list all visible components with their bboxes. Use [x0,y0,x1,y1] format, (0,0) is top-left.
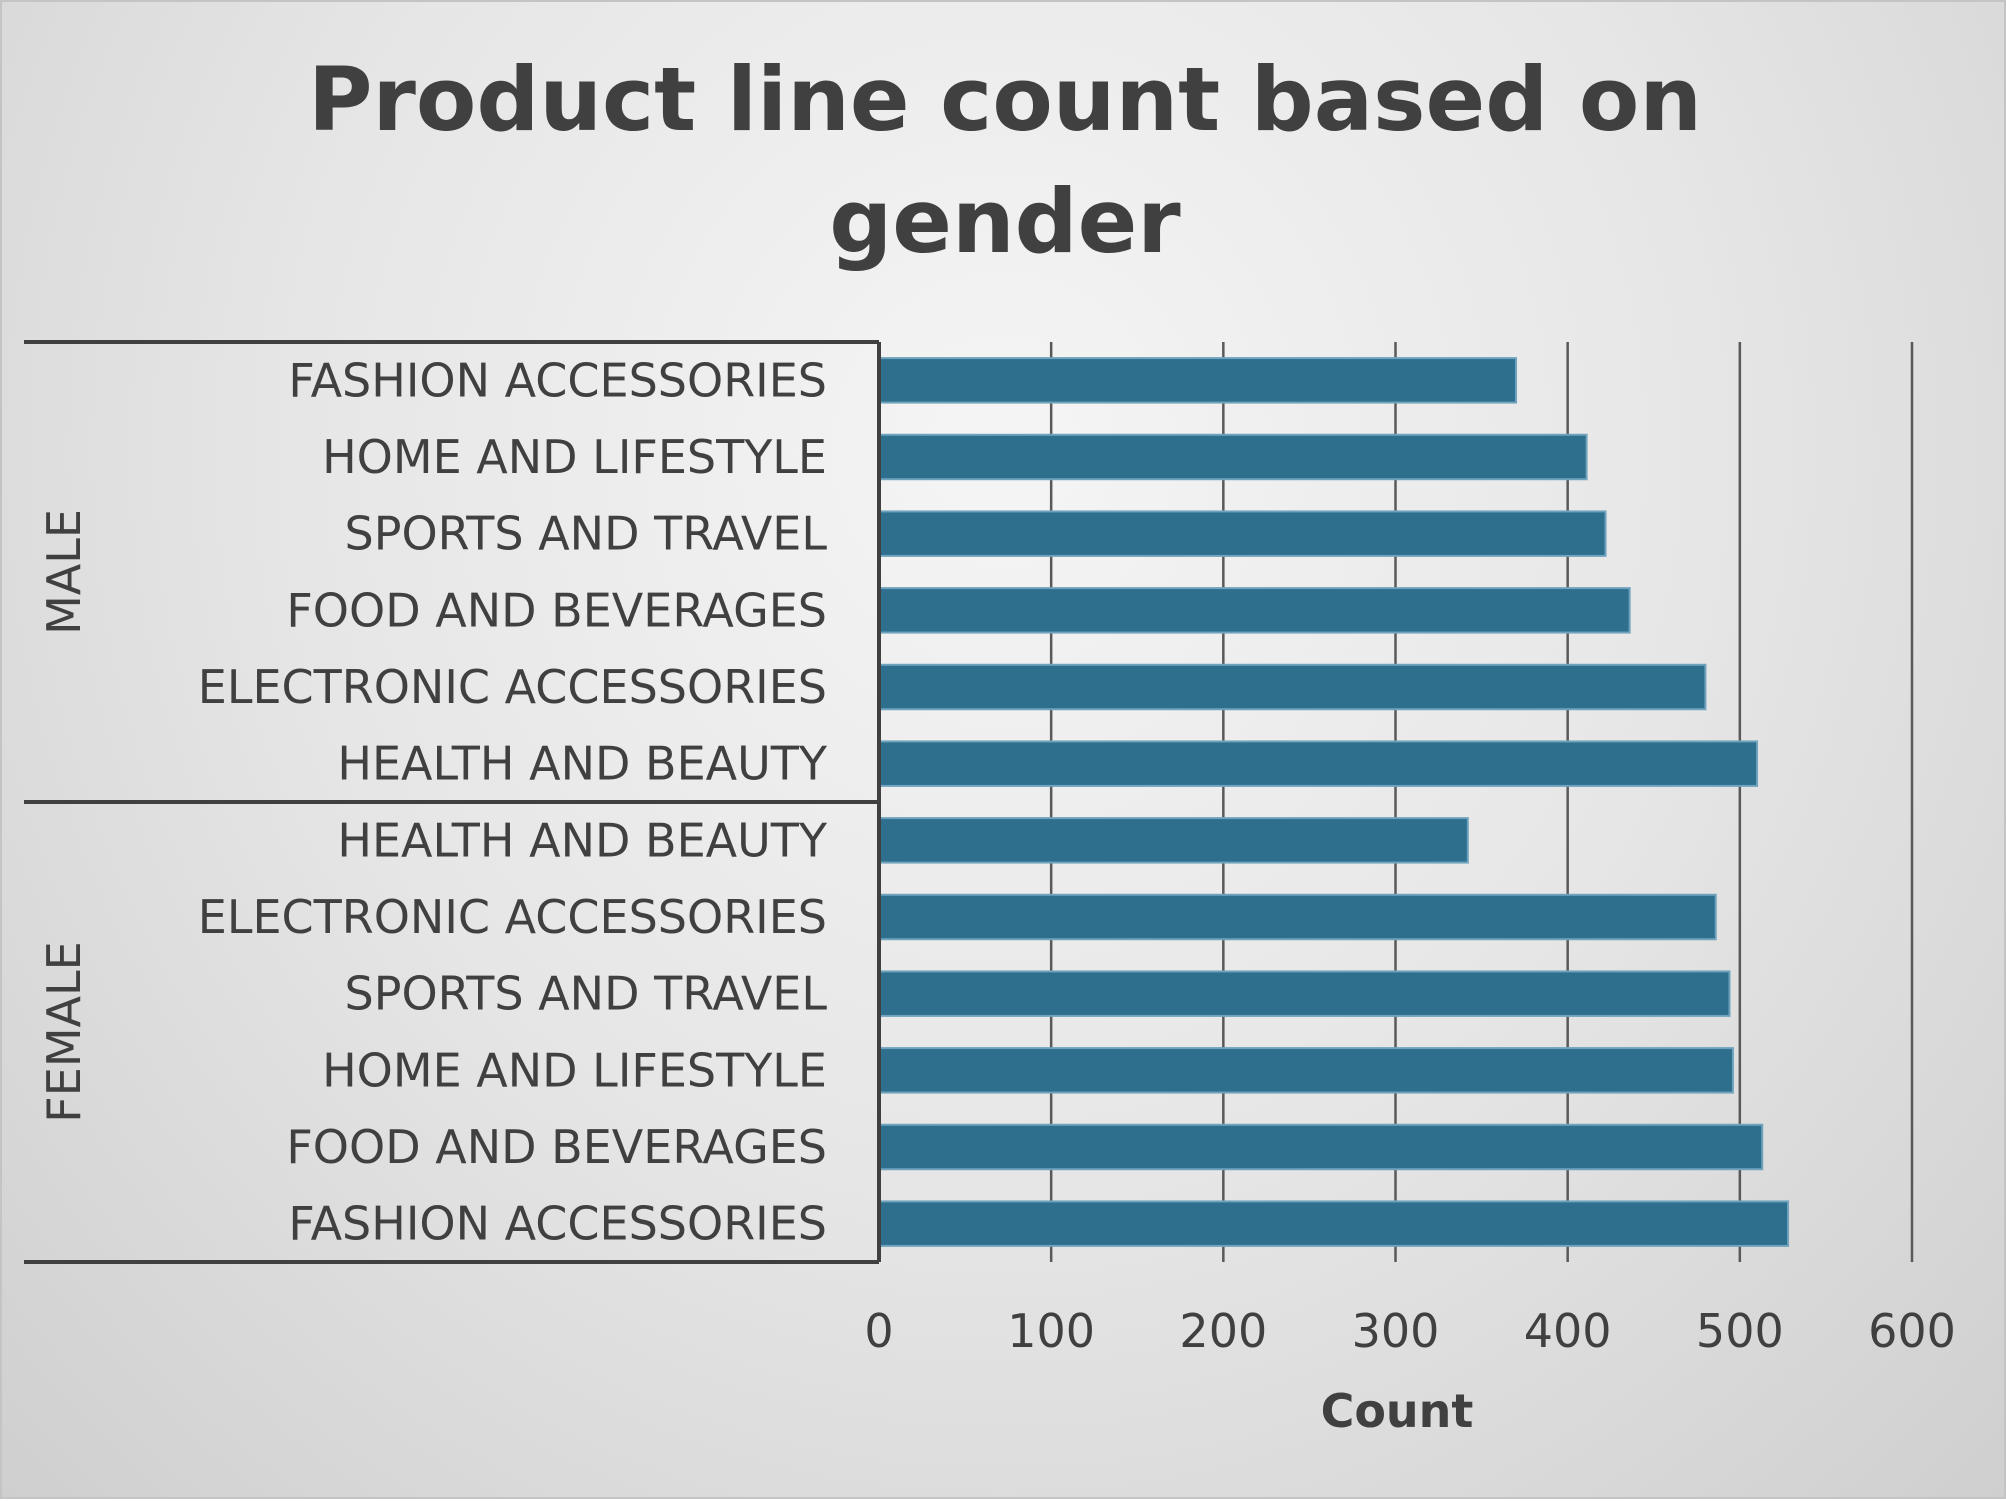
category-label: SPORTS AND TRAVEL [345,967,828,1021]
x-axis-ticks: 0 100 200 300 400 500 600 [864,1304,1956,1358]
group-label: FEMALE [37,941,91,1122]
x-tick-label: 0 [864,1304,893,1358]
bar [878,1123,1764,1171]
x-tick-label: 500 [1696,1304,1784,1358]
bar [878,1047,1734,1094]
bar [878,510,1607,557]
category-frame [24,340,881,1264]
category-label: FASHION ACCESSORIES [288,1197,827,1251]
bar [878,1200,1790,1247]
bar [878,587,1631,634]
x-tick-label: 200 [1179,1304,1267,1358]
gridlines [1049,342,1914,1262]
x-axis-title: Count [1321,1384,1474,1438]
category-labels: FASHION ACCESSORIES HOME AND LIFESTYLE SPO… [37,353,828,1250]
category-label: ELECTRONIC ACCESSORIES [198,890,827,944]
bar [878,357,1518,404]
category-label: FOOD AND BEVERAGES [286,583,827,637]
x-tick-label: 400 [1524,1304,1612,1358]
x-tick-label: 300 [1352,1304,1440,1358]
bar [878,433,1588,481]
category-label: HOME AND LIFESTYLE [322,1043,827,1097]
bars [878,357,1790,1247]
chart-title-line-1: Product line count based on [308,48,1702,151]
bar [878,663,1707,711]
category-label: SPORTS AND TRAVEL [345,507,828,561]
chart-title-line-2: gender [829,170,1181,273]
bar [878,970,1731,1017]
bar [878,740,1759,787]
category-label: FASHION ACCESSORIES [288,353,827,407]
x-tick-label: 100 [1007,1304,1095,1358]
category-label: HEALTH AND BEAUTY [337,737,828,791]
category-label: FOOD AND BEVERAGES [286,1120,827,1174]
category-label: HOME AND LIFESTYLE [322,430,827,484]
bar [878,893,1717,941]
x-tick-label: 600 [1868,1304,1956,1358]
bar [878,817,1469,864]
category-label: HEALTH AND BEAUTY [337,813,828,867]
group-label: MALE [37,509,91,635]
category-label: ELECTRONIC ACCESSORIES [198,660,827,714]
